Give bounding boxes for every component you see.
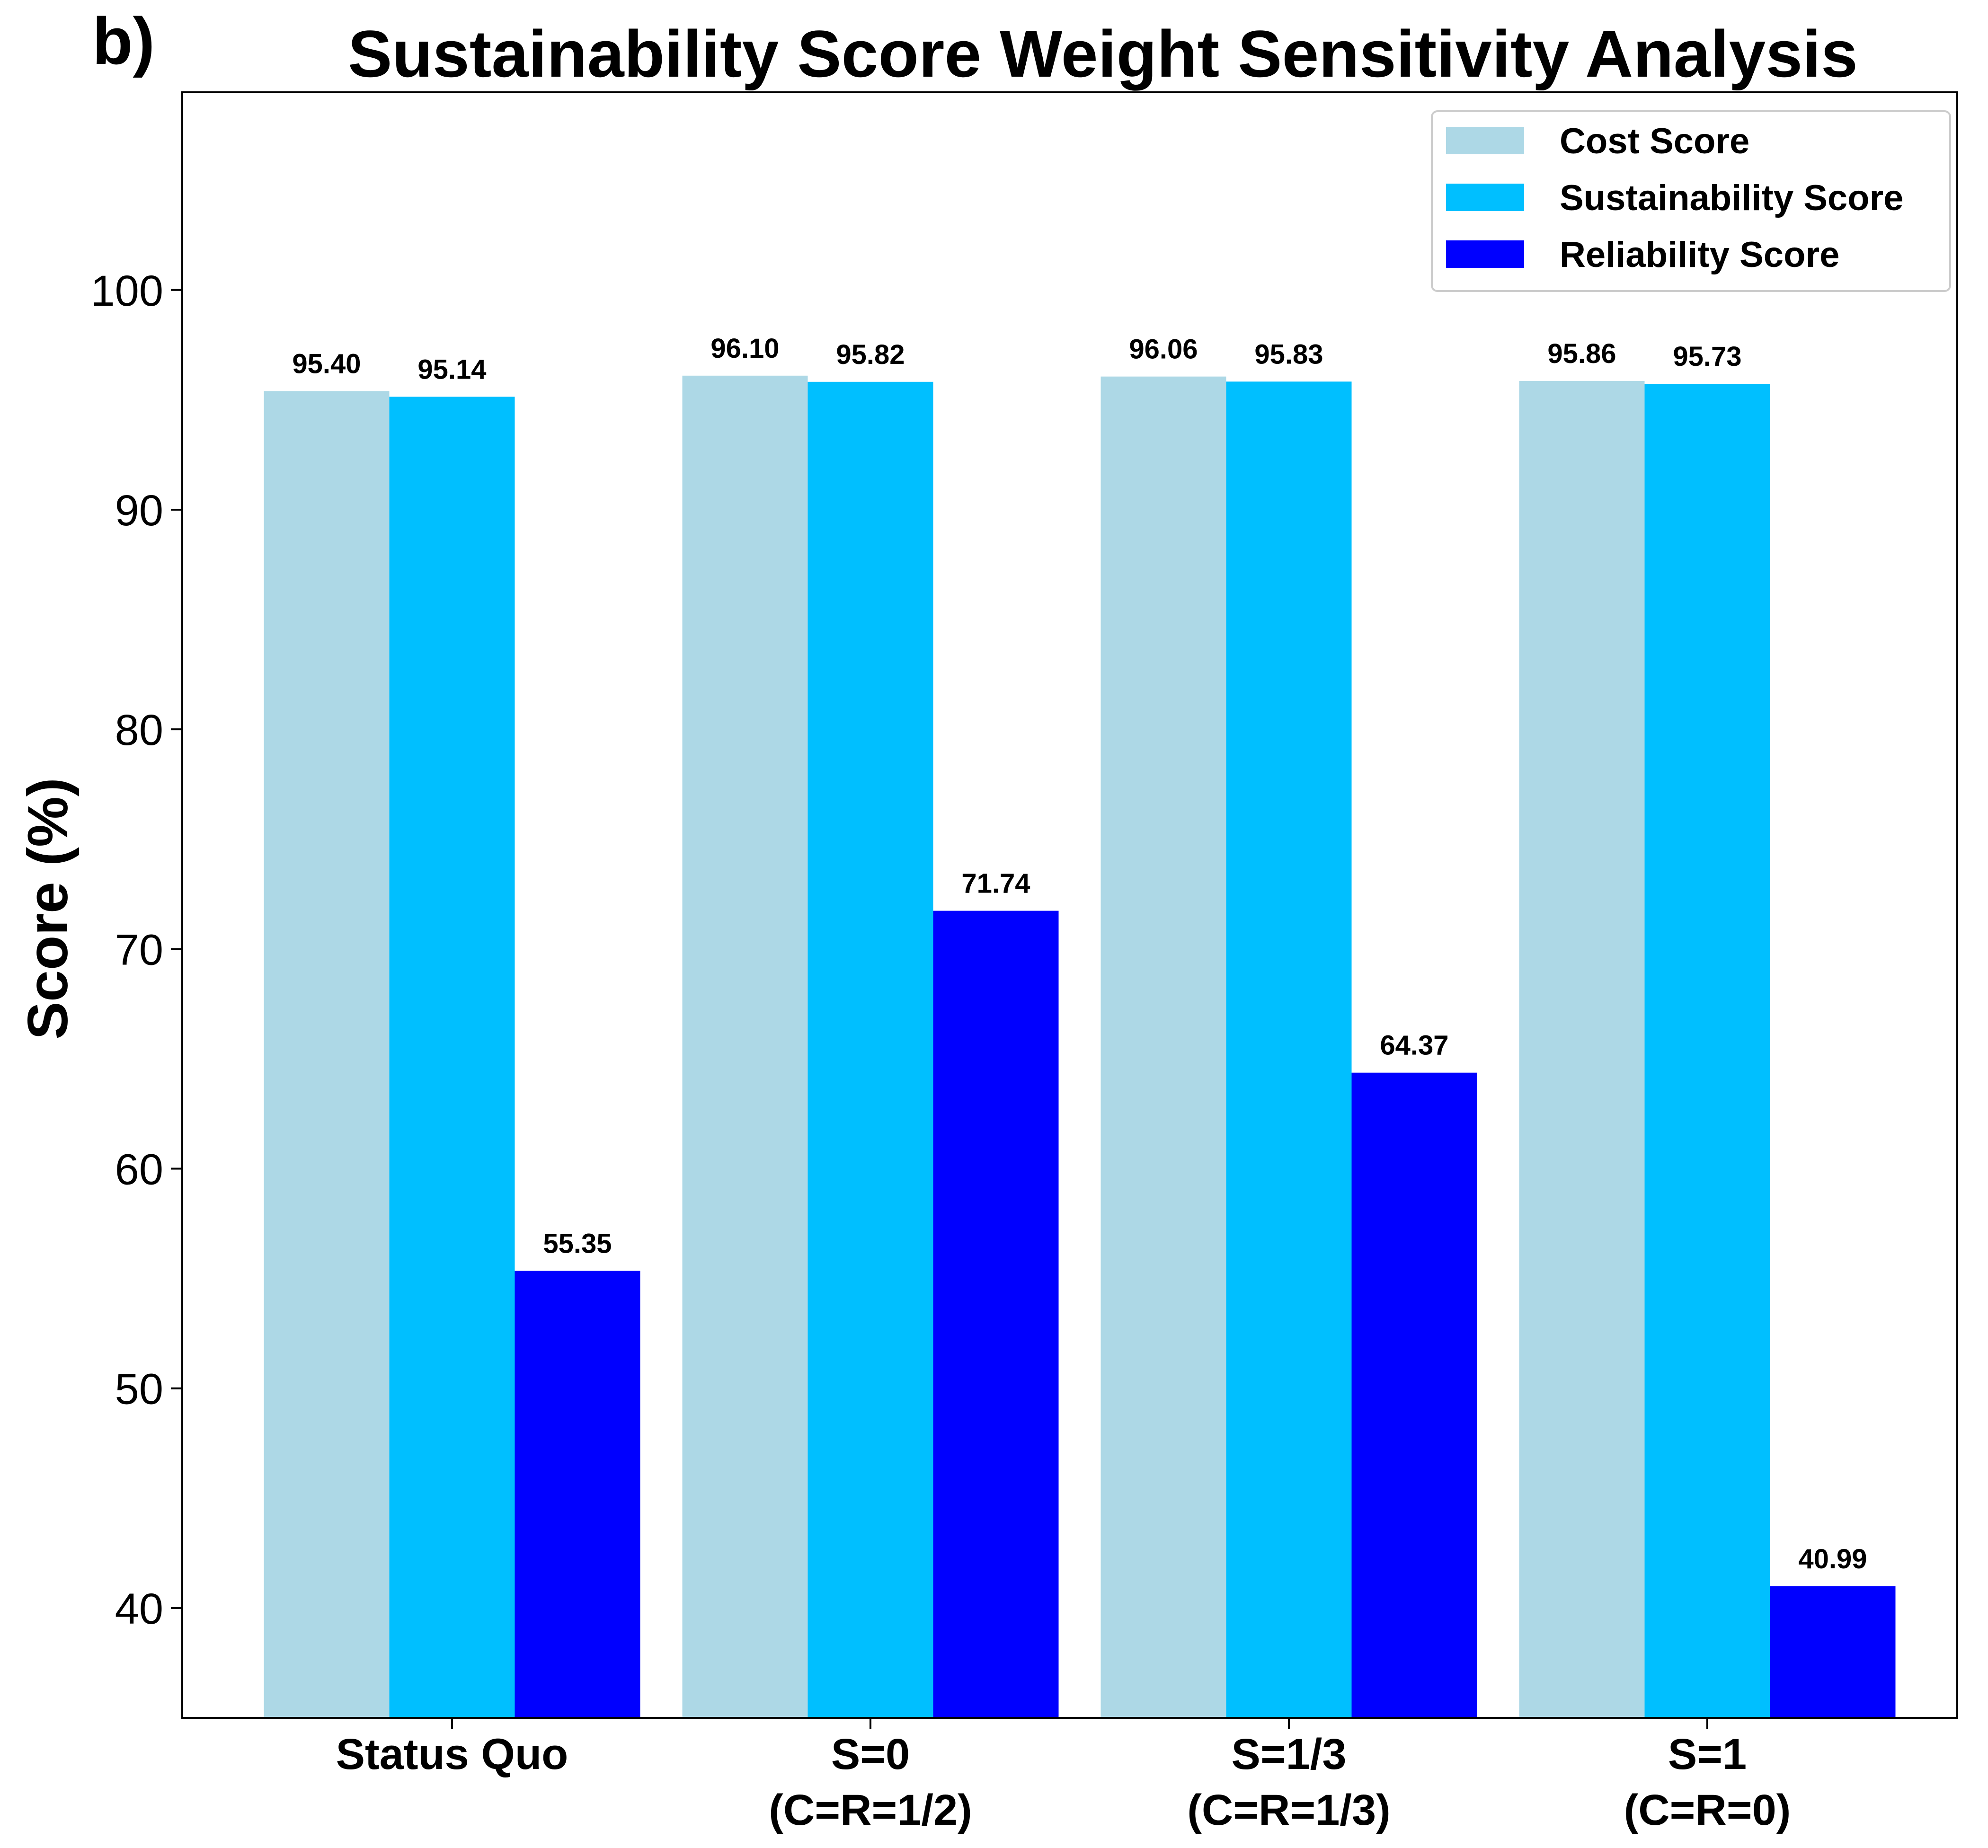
data-label: 95.73	[1673, 341, 1741, 372]
data-label: 95.82	[836, 339, 905, 370]
bar-cost-score-1	[682, 375, 808, 1718]
x-tick-label: (C=R=1/3)	[1187, 1786, 1391, 1834]
legend: Cost Score Sustainability Score Reliabilit…	[1431, 110, 1951, 292]
y-tick-label: 40	[115, 1585, 163, 1633]
bar-sustainability-score-1	[808, 381, 933, 1718]
legend-box	[1431, 110, 1951, 292]
plot-frame	[181, 91, 1958, 1719]
y-tick-label: 90	[115, 486, 163, 535]
bar-reliability-score-2	[1351, 1072, 1477, 1718]
data-label: 96.06	[1129, 334, 1198, 365]
data-label: 95.40	[292, 348, 361, 379]
chart-title: Sustainability Score Weight Sensitivity …	[348, 17, 1858, 91]
legend-swatch	[1446, 184, 1524, 211]
panel-label: b)	[92, 4, 155, 78]
x-tick-label: S=1	[1668, 1730, 1747, 1778]
data-label: 71.74	[961, 868, 1030, 899]
legend-label: Cost Score	[1560, 121, 1749, 161]
bar-cost-score-0	[264, 391, 390, 1718]
x-tick-label: S=0	[831, 1730, 910, 1778]
y-tick-label: 60	[115, 1146, 163, 1194]
plot-area: 95.40 96.10 96.06 95.86 95.14 95.82 95.83 95.73…	[91, 91, 1958, 1834]
y-tick-label: 100	[91, 267, 164, 315]
bar-reliability-score-1	[933, 911, 1059, 1718]
data-label: 64.37	[1380, 1030, 1448, 1061]
legend-swatch	[1446, 127, 1524, 154]
data-label: 40.99	[1798, 1544, 1867, 1574]
x-tick-label: Status Quo	[336, 1730, 568, 1778]
legend-label: Sustainability Score	[1560, 178, 1903, 218]
y-tick-label: 70	[115, 926, 163, 974]
bar-cost-score-2	[1100, 376, 1226, 1718]
bar-sustainability-score-2	[1226, 381, 1352, 1718]
y-tick-label: 50	[115, 1365, 163, 1414]
data-label: 96.10	[710, 333, 779, 364]
x-tick-label: S=1/3	[1232, 1730, 1347, 1778]
bar-reliability-score-0	[515, 1271, 640, 1718]
data-label: 95.14	[417, 354, 486, 385]
data-label: 55.35	[543, 1228, 612, 1259]
y-axis-label: Score (%)	[16, 778, 80, 1039]
bar-cost-score-3	[1519, 380, 1645, 1718]
legend-swatch	[1446, 240, 1524, 268]
x-tick-label: (C=R=1/2)	[769, 1786, 972, 1834]
legend-label: Reliability Score	[1560, 235, 1839, 275]
y-tick-label: 80	[115, 706, 163, 754]
bar-sustainability-score-3	[1644, 383, 1770, 1718]
data-label: 95.83	[1254, 339, 1323, 370]
x-tick-label: (C=R=0)	[1624, 1786, 1791, 1834]
data-label: 95.86	[1547, 338, 1616, 369]
bar-sustainability-score-0	[389, 397, 515, 1718]
bar-reliability-score-3	[1770, 1586, 1896, 1718]
